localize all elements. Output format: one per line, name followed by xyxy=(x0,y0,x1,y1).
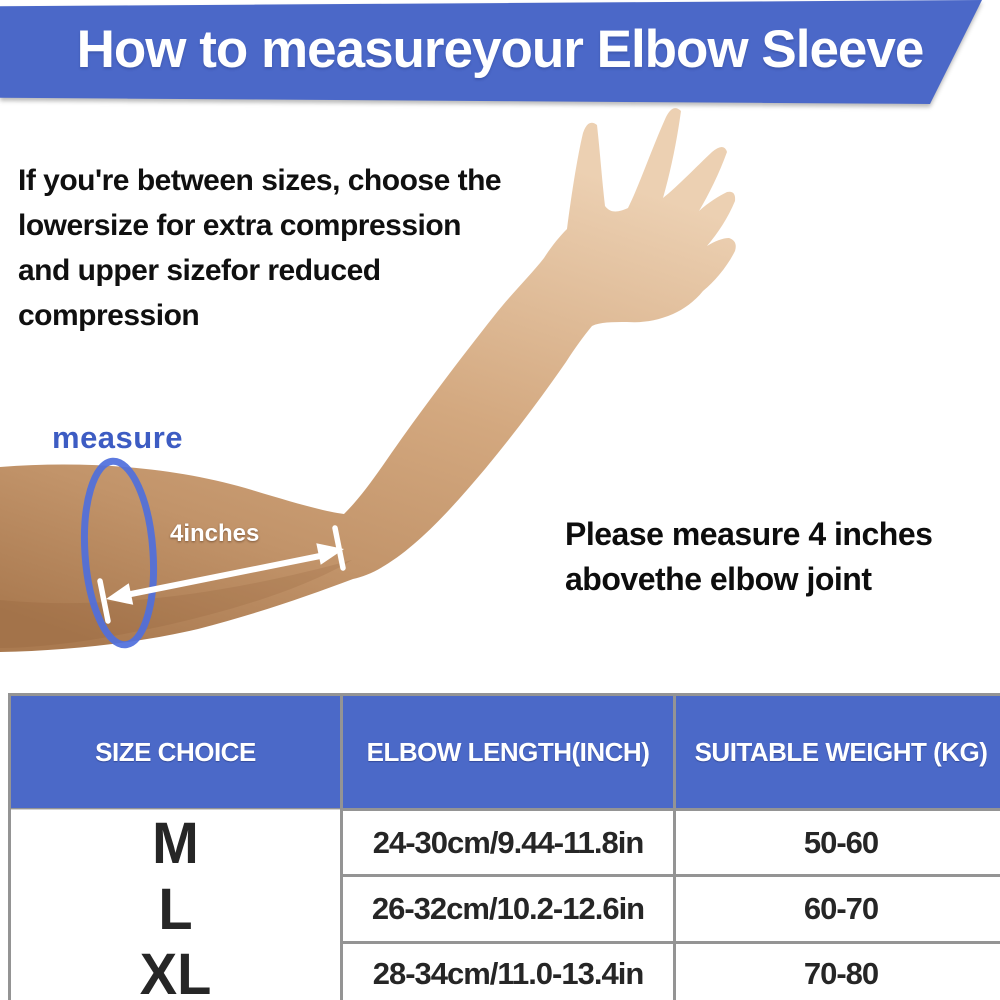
arm-shading xyxy=(0,560,352,648)
table-cell-length-m: 24-30cm/9.44-11.8in xyxy=(343,811,673,874)
intro-line: compression xyxy=(18,299,200,332)
measure-note-line: Please measure 4 inches xyxy=(565,516,933,552)
measure-ellipse-icon xyxy=(80,457,158,649)
table-cell-weight-m: 50-60 xyxy=(676,811,1000,874)
measure-note: Please measure 4 inches abovethe elbow j… xyxy=(565,512,965,602)
table-cell-size-m: M xyxy=(11,809,340,876)
arm-silhouette xyxy=(0,108,736,652)
measurement-arrow-icon xyxy=(97,525,346,624)
table-cell-weight-l: 60-70 xyxy=(676,877,1000,941)
table-cell-weight-xl: 70-80 xyxy=(676,944,1000,1000)
intro-line: lowersize for extra compression xyxy=(18,209,462,242)
measure-label: measure xyxy=(52,420,184,455)
table-cell-size-l: L xyxy=(11,875,340,943)
table-cell-length-l: 26-32cm/10.2-12.6in xyxy=(343,877,673,941)
intro-line: and upper sizefor reduced xyxy=(18,254,381,287)
title-banner: How to measureyour Elbow Sleeve xyxy=(0,0,1000,104)
intro-text: If you're between sizes, choose the lowe… xyxy=(18,158,558,338)
table-header-elbow-length: ELBOW LENGTH(INCH) xyxy=(343,696,673,808)
table-cell-length-xl: 28-34cm/11.0-13.4in xyxy=(343,944,673,1000)
size-table: SIZE CHOICE ELBOW LENGTH(INCH) SUITABLE … xyxy=(8,693,1000,1000)
title-banner-shape: How to measureyour Elbow Sleeve xyxy=(0,0,982,104)
table-cell-size-xl: XL xyxy=(11,942,340,1000)
measure-note-line: abovethe elbow joint xyxy=(565,561,872,597)
table-header-size-choice: SIZE CHOICE xyxy=(11,696,340,808)
page-title: How to measureyour Elbow Sleeve xyxy=(76,19,925,79)
intro-line: If you're between sizes, choose the xyxy=(18,164,502,197)
table-header-suitable-weight: SUITABLE WEIGHT (KG) xyxy=(676,696,1000,808)
distance-label: 4inches xyxy=(170,520,260,547)
